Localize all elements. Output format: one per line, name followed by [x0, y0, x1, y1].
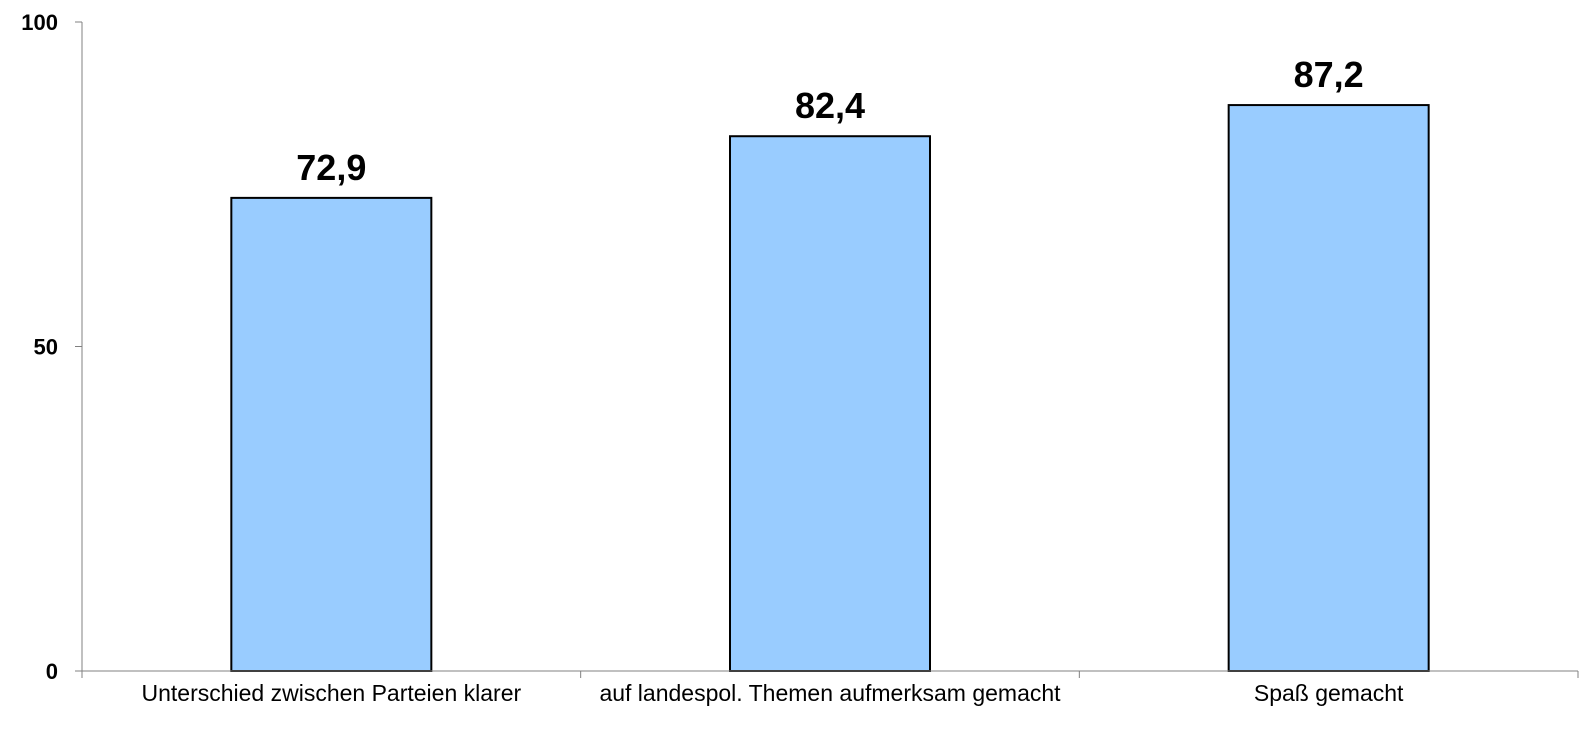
data-label: 82,4 — [795, 85, 865, 126]
y-tick-label: 50 — [34, 335, 58, 360]
bar — [729, 135, 931, 672]
y-tick-label: 100 — [21, 10, 58, 35]
x-axis — [81, 670, 1579, 678]
bar — [230, 196, 433, 672]
y-tick-label: 0 — [46, 659, 58, 684]
y-axis: 0 50 100 — [21, 10, 83, 684]
data-label: 72,9 — [296, 147, 366, 188]
x-tick-label: Unterschied zwischen Parteien klarer — [141, 680, 522, 706]
x-tick-label: Spaß gemacht — [1253, 680, 1404, 706]
bar — [1227, 104, 1430, 672]
data-labels: 72,9 82,4 87,2 — [296, 54, 1363, 188]
data-label: 87,2 — [1294, 54, 1364, 95]
x-tick-label: auf landespol. Themen aufmerksam gemacht — [599, 680, 1061, 706]
bars — [230, 104, 1430, 672]
